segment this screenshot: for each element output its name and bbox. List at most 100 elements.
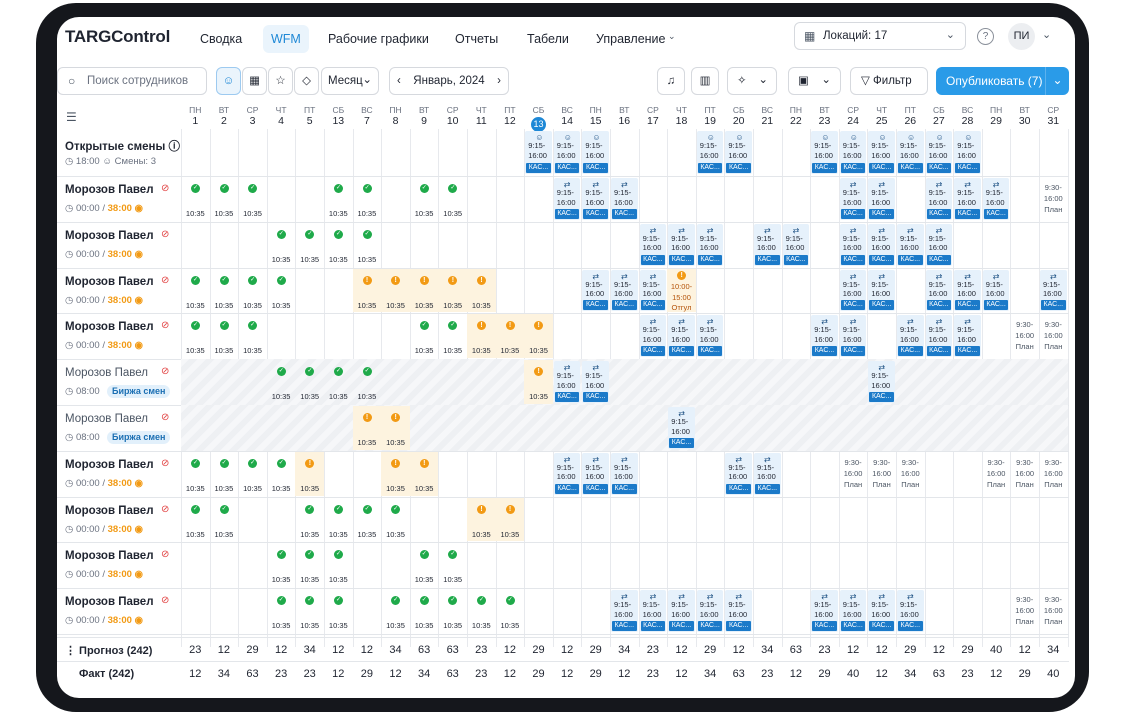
open-shift-card[interactable]: ☺ 9:15- 16:00 КАС... xyxy=(725,131,752,174)
planned-shift[interactable]: 9:30- 16:00 План xyxy=(986,457,1006,489)
hidden-eye-icon[interactable]: ⊘ xyxy=(161,366,170,378)
shift-card[interactable]: ⇄ 9:15- 16:00 КАС... xyxy=(754,223,781,266)
nav-work-schedules[interactable]: Рабочие графики xyxy=(328,32,429,46)
shift-card[interactable]: ⇄ 9:15- 16:00 КАС... xyxy=(668,407,695,449)
shift-card[interactable]: ⇄ 9:15- 16:00 КАС... xyxy=(668,590,695,632)
day-header[interactable]: ПН 29 xyxy=(982,100,1011,129)
open-shift-card[interactable]: ☺ 9:15- 16:00 КАС... xyxy=(897,131,924,174)
hidden-eye-icon[interactable]: ⊘ xyxy=(161,320,170,332)
locations-select[interactable]: ▦ Локаций: 17 ⌄ xyxy=(794,22,966,50)
shift-card[interactable]: ⇄ 9:15- 16:00 КАС... xyxy=(611,590,638,632)
day-header[interactable]: СБ 13 xyxy=(524,100,553,132)
shift-card[interactable]: ⇄ 9:15- 16:00 КАС... xyxy=(868,590,895,632)
day-header[interactable]: ПН 1 xyxy=(181,100,210,129)
day-header[interactable]: ПТ 19 xyxy=(696,100,725,129)
shift-card[interactable]: ⇄ 9:15- 16:00 КАС... xyxy=(982,178,1010,220)
chevron-down-icon[interactable]: ⌄ xyxy=(1045,67,1069,95)
shift-card[interactable]: ⇄ 9:15- 16:00 КАС... xyxy=(639,590,667,632)
notifications-button[interactable]: ♫ xyxy=(657,67,685,95)
open-shift-card[interactable]: ☺ 9:15- 16:00 КАС... xyxy=(925,131,953,174)
avatar[interactable]: ПИ xyxy=(1008,23,1035,50)
nav-wfm[interactable]: WFM xyxy=(263,25,309,53)
shift-card[interactable]: ⇄ 9:15- 16:00 КАС... xyxy=(611,178,638,220)
day-header[interactable]: ВТ 9 xyxy=(410,100,439,129)
shift-card[interactable]: ⇄ 9:15- 16:00 КАС... xyxy=(925,223,953,266)
shift-card[interactable]: ⇄ 9:15- 16:00 КАС... xyxy=(868,269,895,312)
shift-card[interactable]: ⇄ 9:15- 16:00 КАС... xyxy=(954,269,981,312)
search-input[interactable]: ○ Поиск сотрудников xyxy=(57,67,207,95)
day-header[interactable]: ВТ 2 xyxy=(210,100,239,129)
nav-management[interactable]: Управление xyxy=(596,32,666,46)
shift-card[interactable]: ⇄ 9:15- 16:00 КАС... xyxy=(839,269,867,312)
analytics-button[interactable]: ▥ xyxy=(691,67,719,95)
day-header[interactable]: ВТ 16 xyxy=(610,100,639,129)
shift-card[interactable]: ⇄ 9:15- 16:00 КАС... xyxy=(925,315,953,358)
hidden-eye-icon[interactable]: ⊘ xyxy=(161,595,170,607)
view-employees-button[interactable]: ☺ xyxy=(216,67,241,95)
shift-card[interactable]: ⇄ 9:15- 16:00 КАС... xyxy=(839,223,867,266)
view-locations-button[interactable]: ▦ xyxy=(242,67,267,95)
chevron-left-icon[interactable]: ‹ xyxy=(397,75,401,87)
chevron-right-icon[interactable]: › xyxy=(497,75,501,87)
shift-card[interactable]: ⇄ 9:15- 16:00 КАС... xyxy=(868,223,895,266)
day-header[interactable]: ЧТ 25 xyxy=(867,100,896,129)
employee-name[interactable]: Морозов Павел xyxy=(65,184,154,196)
shift-card[interactable]: ⇄ 9:15- 16:00 КАС... xyxy=(925,178,953,220)
shift-card[interactable]: ⇄ 9:15- 16:00 КАС... xyxy=(839,315,867,358)
nav-summary[interactable]: Сводка xyxy=(200,32,243,46)
day-header[interactable]: ПТ 12 xyxy=(496,100,525,129)
planned-shift[interactable]: 9:30- 16:00 План xyxy=(1015,320,1035,352)
shift-card[interactable]: ⇄ 9:15- 16:00 КАС... xyxy=(553,178,581,220)
hidden-eye-icon[interactable]: ⊘ xyxy=(161,549,170,561)
shift-card[interactable]: ⇄ 9:15- 16:00 КАС... xyxy=(639,315,667,358)
day-header[interactable]: ВС 21 xyxy=(753,100,782,129)
view-roles-button[interactable]: ☆ xyxy=(268,67,293,95)
planned-shift[interactable]: 9:30- 16:00 План xyxy=(1043,183,1063,214)
shift-card[interactable]: ⇄ 9:15- 16:00 КАС... xyxy=(897,590,924,632)
calendar-button[interactable]: ▣ ⌄ xyxy=(788,67,841,95)
period-select[interactable]: Месяц ⌄ xyxy=(321,67,379,95)
shift-card[interactable]: ⇄ 9:15- 16:00 КАС... xyxy=(839,590,867,632)
employee-name[interactable]: Морозов Павел xyxy=(65,458,154,471)
day-header[interactable]: СР 17 xyxy=(639,100,668,129)
day-header[interactable]: ПН 8 xyxy=(381,100,410,129)
hidden-eye-icon[interactable]: ⊘ xyxy=(161,457,170,469)
shift-card[interactable]: ⇄ 9:15- 16:00 КАС... xyxy=(982,269,1010,312)
magic-button[interactable]: ✧ ⌄ xyxy=(727,67,777,95)
shift-card[interactable]: ⇄ 9:15- 16:00 КАС... xyxy=(668,223,695,266)
employee-name[interactable]: Морозов Павел xyxy=(65,367,148,380)
open-shift-card[interactable]: ☺ 9:15- 16:00 КАС... xyxy=(696,131,724,174)
sort-icon[interactable]: ☰ xyxy=(66,110,77,124)
planned-shift[interactable]: 9:30- 16:00 План xyxy=(1043,595,1063,627)
hidden-eye-icon[interactable]: ⊘ xyxy=(161,503,170,515)
shift-card[interactable]: ⇄ 9:15- 16:00 КАС... xyxy=(668,315,695,358)
day-header[interactable]: ЧТ 11 xyxy=(467,100,496,129)
shift-card[interactable]: ⇄ 9:15- 16:00 КАС... xyxy=(839,178,867,220)
hidden-eye-icon[interactable]: ⊘ xyxy=(161,183,170,194)
shift-card[interactable]: ⇄ 9:15- 16:00 КАС... xyxy=(725,452,752,495)
publish-button[interactable]: Опубликовать (7) ⌄ xyxy=(936,67,1069,95)
day-header[interactable]: СБ 20 xyxy=(724,100,753,129)
shift-card[interactable]: ⇄ 9:15- 16:00 КАС... xyxy=(611,452,638,495)
day-header[interactable]: ВС 14 xyxy=(553,100,582,129)
day-header[interactable]: ВТ 23 xyxy=(810,100,839,129)
day-header[interactable]: СР 10 xyxy=(438,100,467,129)
shift-card[interactable]: ⇄ 9:15- 16:00 КАС... xyxy=(639,223,667,266)
shift-card[interactable]: ⇄ 9:15- 16:00 КАС... xyxy=(954,315,981,358)
shift-card[interactable]: ⇄ 9:15- 16:00 КАС... xyxy=(725,590,752,632)
day-header[interactable]: ПН 22 xyxy=(782,100,811,129)
planned-shift[interactable]: 9:30- 16:00 План xyxy=(843,457,863,489)
shift-card[interactable]: ⇄ 9:15- 16:00 КАС... xyxy=(925,269,953,312)
hidden-eye-icon[interactable]: ⊘ xyxy=(161,228,170,240)
shift-card[interactable]: ⇄ 9:15- 16:00 КАС... xyxy=(868,178,895,220)
open-shift-card[interactable]: ☺ 9:15- 16:00 КАС... xyxy=(954,131,981,174)
shift-card[interactable]: ⇄ 9:15- 16:00 КАС... xyxy=(897,223,924,266)
shift-card[interactable]: ⇄ 9:15- 16:00 КАС... xyxy=(811,590,838,632)
day-header[interactable]: СР 31 xyxy=(1039,100,1068,129)
open-shift-card[interactable]: ☺ 9:15- 16:00 КАС... xyxy=(525,131,552,174)
employee-name[interactable]: Морозов Павел xyxy=(65,321,154,334)
planned-shift[interactable]: 9:30- 16:00 План xyxy=(1043,320,1063,352)
employee-name[interactable]: Морозов Павел xyxy=(65,504,154,517)
employee-name[interactable]: Морозов Павел xyxy=(65,596,154,609)
day-header[interactable]: ВТ 30 xyxy=(1010,100,1039,129)
